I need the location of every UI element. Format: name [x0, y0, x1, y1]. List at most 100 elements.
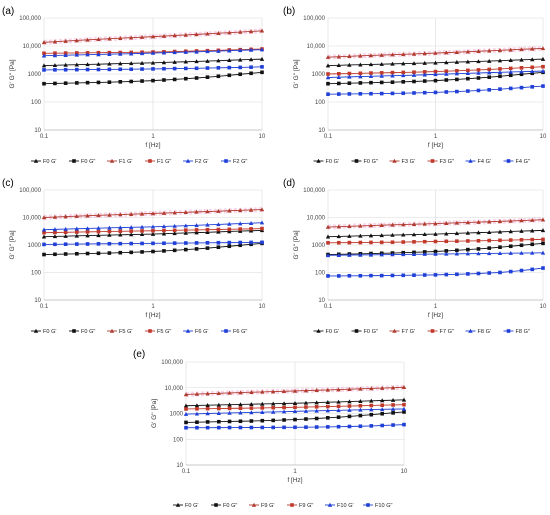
data-point — [216, 402, 222, 407]
data-point — [519, 243, 524, 248]
data-point — [314, 408, 319, 413]
data-point — [433, 239, 438, 244]
data-point — [368, 223, 374, 228]
legend-label: F1 G' — [119, 159, 133, 165]
data-point — [476, 59, 481, 64]
data-point — [85, 226, 90, 231]
data-point — [336, 63, 341, 68]
data-point — [498, 87, 502, 91]
legend-label: F0 G' — [326, 159, 340, 165]
data-point — [216, 229, 221, 234]
data-point — [390, 52, 395, 57]
data-point — [118, 241, 123, 246]
data-point — [519, 218, 524, 223]
data-point — [129, 232, 134, 237]
data-point — [347, 224, 352, 229]
data-point — [194, 32, 199, 37]
data-point — [487, 48, 492, 53]
y-tick-label: 100,000 — [19, 16, 41, 22]
data-point — [151, 78, 155, 83]
data-point — [205, 425, 210, 430]
data-point — [455, 248, 459, 253]
data-point — [391, 411, 395, 415]
data-point — [540, 217, 546, 222]
data-point — [390, 397, 396, 402]
data-point — [183, 32, 189, 37]
data-point — [369, 71, 373, 75]
data-point — [118, 61, 123, 66]
legend-marker — [316, 158, 321, 163]
data-point — [444, 221, 449, 225]
data-point — [497, 219, 503, 224]
x-tick-label: 10 — [540, 134, 547, 140]
legend: F0 G' F0 G" F3 G' F3 G" F4 G' F4 G" — [313, 158, 530, 165]
legend-marker — [224, 329, 228, 333]
data-point — [519, 250, 524, 255]
data-point — [369, 398, 374, 403]
series — [184, 402, 406, 411]
data-point — [476, 68, 481, 72]
data-point — [487, 67, 492, 72]
y-axis-title: G' G'' [Pa] — [151, 399, 158, 428]
data-point — [326, 274, 330, 278]
data-point — [325, 75, 331, 80]
y-axis-title: G' G'' [Pa] — [293, 230, 300, 259]
data-point — [433, 231, 438, 236]
data-point — [271, 418, 276, 423]
data-point — [347, 92, 352, 96]
y-tick-label: 10 — [34, 298, 41, 304]
data-point — [508, 218, 513, 223]
data-point — [195, 407, 199, 411]
legend-marker — [224, 159, 228, 163]
legend-label: F7 G" — [440, 329, 454, 335]
data-point — [358, 81, 363, 85]
data-point — [172, 66, 177, 71]
data-point — [205, 391, 210, 396]
data-point — [238, 410, 243, 415]
data-point — [129, 211, 134, 216]
data-point — [107, 229, 112, 234]
data-point — [530, 85, 535, 89]
data-point — [118, 80, 123, 84]
data-point — [172, 248, 177, 253]
data-point — [326, 241, 330, 245]
data-point — [444, 90, 449, 94]
data-point — [379, 71, 384, 75]
data-point — [74, 233, 80, 238]
data-point — [347, 424, 352, 429]
data-point — [227, 58, 232, 63]
data-point — [476, 271, 481, 276]
data-point — [107, 212, 112, 217]
data-point — [390, 406, 396, 411]
data-point — [184, 247, 188, 252]
data-point — [487, 75, 492, 79]
data-point — [281, 409, 287, 414]
data-point — [314, 416, 319, 421]
data-point — [194, 241, 199, 245]
data-point — [129, 250, 134, 255]
data-point — [379, 61, 384, 66]
data-point — [238, 390, 243, 395]
data-point — [412, 91, 416, 95]
panel-label: (e) — [133, 349, 145, 360]
legend-label: F1 G" — [157, 159, 171, 165]
data-point — [422, 79, 427, 83]
data-point — [347, 54, 352, 59]
data-point — [227, 406, 232, 411]
data-point — [380, 403, 385, 408]
data-point — [281, 401, 287, 406]
data-point — [227, 221, 232, 226]
data-point — [85, 230, 90, 234]
data-point — [248, 29, 254, 34]
data-point — [172, 77, 177, 82]
data-point — [487, 230, 492, 235]
data-point — [411, 232, 417, 237]
data-point — [259, 28, 265, 33]
data-point — [183, 230, 189, 235]
data-point — [358, 62, 363, 67]
legend-label: F6 G" — [233, 329, 247, 335]
data-point — [216, 48, 221, 53]
legend-marker — [392, 328, 397, 333]
data-point — [326, 81, 330, 86]
data-point — [444, 60, 449, 65]
